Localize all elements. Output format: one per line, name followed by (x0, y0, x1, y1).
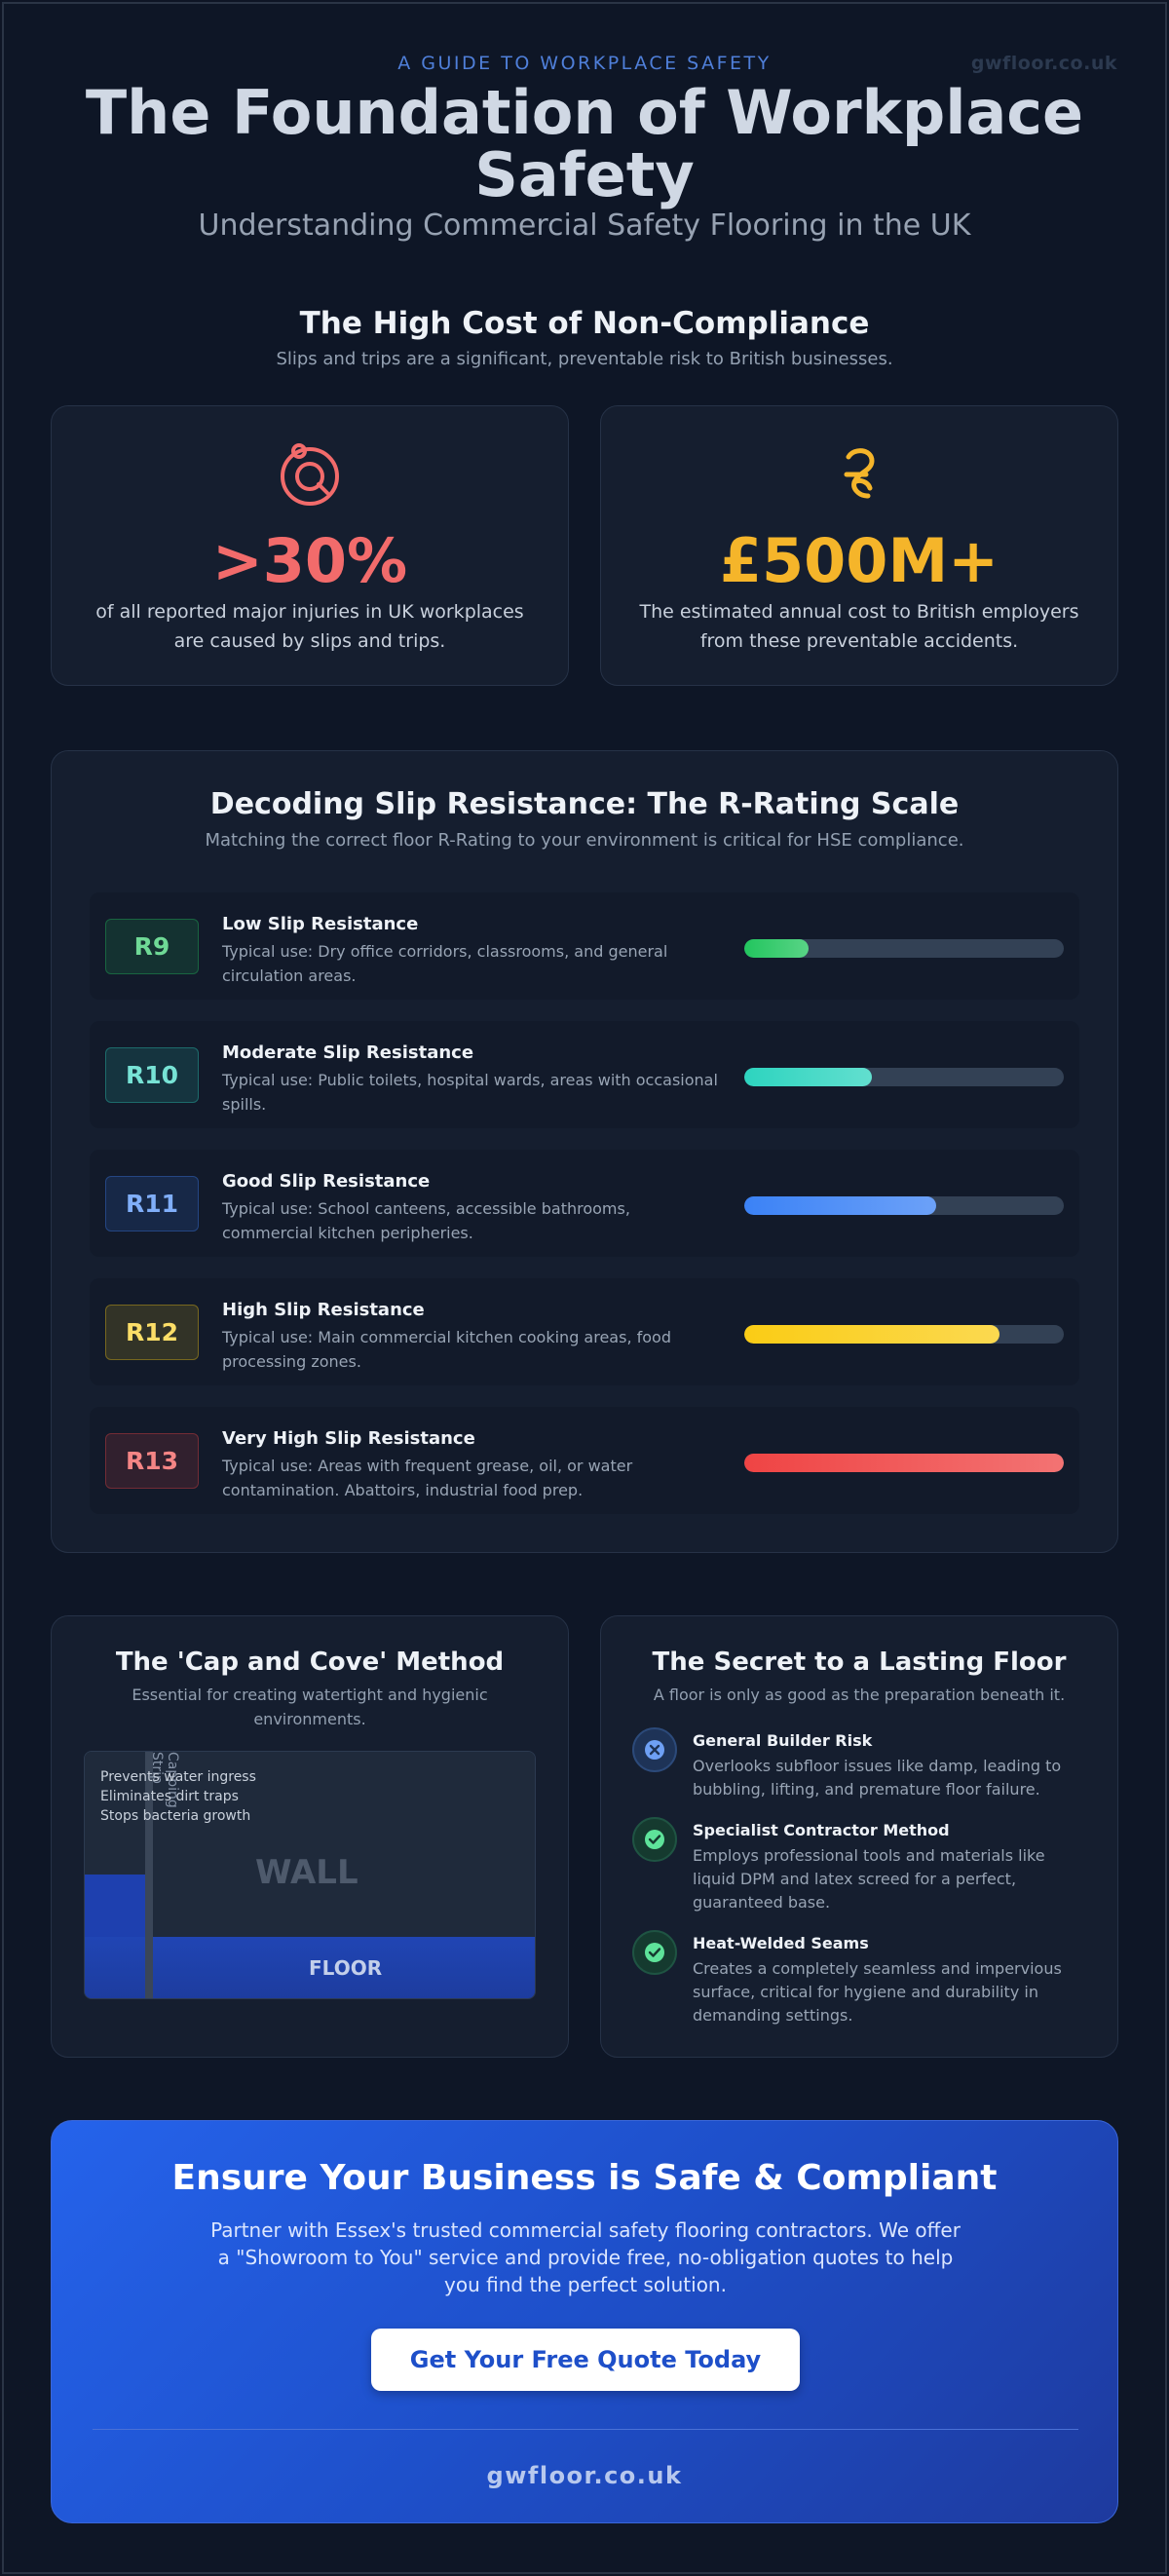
r-rating-name: Moderate Slip Resistance (222, 1042, 474, 1063)
cove-benefit: Eliminates dirt traps (100, 1789, 239, 1804)
wall-label: WALL (255, 1853, 358, 1892)
cap-cove-card: The 'Cap and Cove' Method Essential for … (51, 1615, 569, 2058)
r-rating-fill (744, 1454, 1064, 1472)
r-rating-row: R9 Low Slip Resistance Typical use: Dry … (90, 892, 1079, 1000)
r-rating-title: Decoding Slip Resistance: The R-Rating S… (209, 787, 960, 821)
floor-area (85, 1937, 535, 1998)
r-rating-badge: R12 (105, 1305, 199, 1360)
cross-icon (632, 1727, 677, 1772)
r-rating-name: Low Slip Resistance (222, 914, 419, 934)
stat-value: >30% (211, 525, 408, 596)
header-kicker: A GUIDE TO WORKPLACE SAFETY (397, 53, 772, 74)
r-rating-track (744, 1068, 1064, 1086)
footer-brand[interactable]: gwfloor.co.uk (486, 2462, 683, 2489)
cap-cove-title: The 'Cap and Cove' Method (115, 1648, 505, 1677)
stat-description: of all reported major injuries in UK wor… (95, 601, 524, 652)
floor-label: FLOOR (309, 1956, 383, 1980)
lasting-floor-card: The Secret to a Lasting Floor A floor is… (600, 1615, 1118, 2058)
cove-benefit: Stops bacteria growth (100, 1808, 251, 1824)
r-rating-description: Typical use: Areas with frequent grease,… (222, 1457, 633, 1499)
tip-title: Heat-Welded Seams (693, 1934, 869, 1952)
stat-card-injuries: >30% of all reported major injuries in U… (51, 405, 569, 686)
tip-description: Overlooks subfloor issues like damp, lea… (693, 1757, 1062, 1799)
cta-text: Partner with Essex's trusted commercial … (210, 2218, 961, 2296)
cove-benefit: Prevents water ingress (100, 1769, 256, 1785)
r-rating-description: Typical use: School canteens, accessible… (222, 1199, 630, 1242)
page-title: The Foundation of Workplace Safety (85, 77, 1084, 210)
cost-section-title: The High Cost of Non-Compliance (299, 306, 870, 341)
r-rating-track (744, 1325, 1064, 1344)
r-rating-badge: R11 (105, 1176, 199, 1231)
header-brand[interactable]: gwfloor.co.uk (970, 53, 1117, 74)
lasting-floor-subtitle: A floor is only as good as the preparati… (653, 1686, 1066, 1704)
stat-card-cost: £500M+ The estimated annual cost to Brit… (600, 405, 1118, 686)
r-rating-track (744, 1196, 1064, 1215)
tip-title: General Builder Risk (693, 1731, 873, 1750)
pound-coin-icon (601, 439, 1117, 508)
r-rating-track (744, 1454, 1064, 1472)
r-rating-description: Typical use: Dry office corridors, class… (222, 942, 668, 985)
cta-banner: Ensure Your Business is Safe & Compliant… (51, 2120, 1118, 2523)
r-rating-name: Very High Slip Resistance (222, 1428, 475, 1449)
r-rating-row: R12 High Slip Resistance Typical use: Ma… (90, 1278, 1079, 1385)
cap-cove-diagram: Capping Strip Prevents water ingress Eli… (84, 1751, 536, 1999)
r-rating-description: Typical use: Public toilets, hospital wa… (222, 1071, 718, 1114)
wall-area (85, 1752, 535, 1937)
lasting-floor-title: The Secret to a Lasting Floor (652, 1648, 1067, 1677)
r-rating-row: R11 Good Slip Resistance Typical use: Sc… (90, 1150, 1079, 1257)
r-rating-fill (744, 939, 809, 958)
capping-strip-label: Capping Strip (149, 1752, 180, 1808)
cove-benefits: Prevents water ingress Eliminates dirt t… (100, 1767, 256, 1826)
check-icon (632, 1817, 677, 1862)
r-rating-badge: R13 (105, 1433, 199, 1489)
cost-section-subtitle: Slips and trips are a significant, preve… (276, 349, 893, 369)
capping-strip (145, 1752, 153, 1998)
tip-title: Specialist Contractor Method (693, 1821, 950, 1839)
r-rating-badge: R9 (105, 919, 199, 974)
cap-cove-subtitle: Essential for creating watertight and hy… (132, 1686, 488, 1728)
page-subtitle: Understanding Commercial Safety Flooring… (198, 208, 971, 243)
stat-value: £500M+ (719, 525, 999, 596)
r-rating-fill (744, 1068, 873, 1086)
r-rating-fill (744, 1196, 936, 1215)
check-icon (632, 1930, 677, 1975)
cta-divider (93, 2429, 1078, 2430)
get-quote-button[interactable]: Get Your Free Quote Today (371, 2329, 800, 2391)
r-rating-row: R10 Moderate Slip Resistance Typical use… (90, 1021, 1079, 1128)
r-rating-subtitle: Matching the correct floor R-Rating to y… (205, 830, 964, 851)
r-rating-description: Typical use: Main commercial kitchen coo… (222, 1328, 671, 1371)
stat-description: The estimated annual cost to British emp… (639, 601, 1079, 652)
target-injury-icon (52, 439, 568, 508)
r-rating-fill (744, 1325, 1000, 1344)
r-rating-name: High Slip Resistance (222, 1300, 425, 1320)
cta-title: Ensure Your Business is Safe & Compliant (171, 2158, 998, 2198)
tip-description: Creates a completely seamless and imperv… (693, 1959, 1062, 2025)
r-rating-name: Good Slip Resistance (222, 1171, 431, 1192)
r-rating-badge: R10 (105, 1047, 199, 1103)
r-rating-row: R13 Very High Slip Resistance Typical us… (90, 1407, 1079, 1514)
r-rating-track (744, 939, 1064, 958)
tip-description: Employs professional tools and materials… (693, 1846, 1045, 1912)
